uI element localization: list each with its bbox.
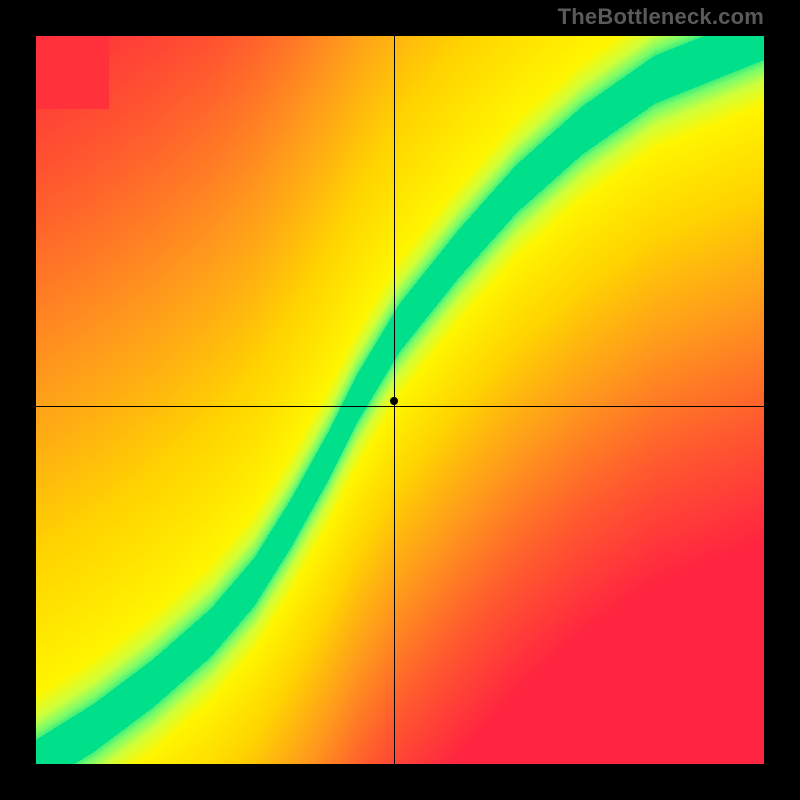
crosshair-horizontal	[36, 406, 764, 407]
bottleneck-heatmap	[36, 36, 764, 764]
selection-marker	[390, 397, 398, 405]
watermark-label: TheBottleneck.com	[558, 4, 764, 30]
